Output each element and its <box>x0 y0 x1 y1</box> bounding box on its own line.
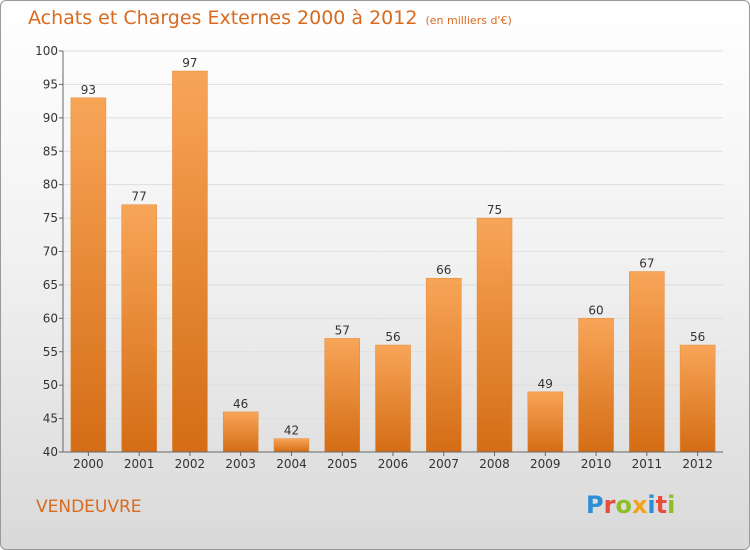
y-tick-label: 60 <box>43 311 58 325</box>
bar <box>222 411 259 453</box>
chart-unit: (en milliers d'€) <box>425 14 512 27</box>
x-tick-label: 2006 <box>378 457 409 471</box>
data-label: 49 <box>538 377 553 391</box>
x-tick-label: 2003 <box>225 457 256 471</box>
y-tick-label: 45 <box>43 412 58 426</box>
bar <box>172 70 208 453</box>
bar <box>629 271 665 453</box>
x-tick-label: 2002 <box>175 457 206 471</box>
y-tick-label: 55 <box>43 345 58 359</box>
y-tick-label: 75 <box>43 211 58 225</box>
y-tick-label: 50 <box>43 378 58 392</box>
logo-letter: x <box>631 491 648 519</box>
y-tick-label: 80 <box>43 178 58 192</box>
x-tick-label: 2007 <box>428 457 459 471</box>
bar <box>679 344 716 453</box>
x-tick-label: 2000 <box>73 457 104 471</box>
y-tick-label: 85 <box>43 144 58 158</box>
logo-letter: i <box>667 491 676 519</box>
x-tick-label: 2011 <box>632 457 663 471</box>
x-tick-label: 2005 <box>327 457 358 471</box>
bar <box>70 97 107 453</box>
y-tick-label: 70 <box>43 245 58 259</box>
y-tick-label: 65 <box>43 278 58 292</box>
data-label: 97 <box>182 56 197 70</box>
x-tick-label: 2004 <box>276 457 307 471</box>
chart-title: Achats et Charges Externes 2000 à 2012 (e… <box>28 7 512 29</box>
y-tick-label: 40 <box>43 445 58 459</box>
logo-letter: o <box>615 491 632 519</box>
logo-letter: P <box>586 491 604 519</box>
x-tick-label: 2009 <box>530 457 561 471</box>
y-tick-label: 100 <box>35 44 58 58</box>
x-tick-label: 2001 <box>124 457 155 471</box>
x-tick-label: 2012 <box>682 457 713 471</box>
chart-title-text: Achats et Charges Externes 2000 à 2012 <box>28 7 418 29</box>
data-label: 77 <box>132 190 147 204</box>
data-label: 93 <box>81 83 96 97</box>
bar <box>375 344 411 453</box>
x-tick-label: 2008 <box>479 457 510 471</box>
data-label: 67 <box>639 257 654 271</box>
data-label: 57 <box>335 323 350 337</box>
x-tick-label: 2010 <box>581 457 612 471</box>
logo-letter: i <box>647 491 656 519</box>
y-tick-label: 95 <box>43 77 58 91</box>
bar <box>578 318 614 453</box>
data-label: 66 <box>436 263 451 277</box>
data-label: 56 <box>385 330 400 344</box>
bar <box>527 391 564 453</box>
bar <box>476 217 513 453</box>
commune-name: VENDEUVRE <box>36 497 142 517</box>
y-tick-label: 90 <box>43 111 58 125</box>
data-label: 56 <box>690 330 705 344</box>
data-label: 46 <box>233 397 248 411</box>
bar <box>426 277 462 453</box>
data-label: 75 <box>487 203 502 217</box>
bars: 93 77 97 46 42 57 56 66 75 49 60 67 56 <box>70 56 716 453</box>
data-label: 60 <box>588 303 603 317</box>
bar <box>273 438 310 453</box>
bar <box>324 338 360 453</box>
axes: 40 45 50 55 60 65 70 75 80 85 90 95 100 2000 2001 2002 2… <box>35 44 723 471</box>
logo-letter: t <box>655 491 668 519</box>
data-label: 42 <box>284 424 299 438</box>
proxiti-logo: Proxiti <box>586 491 675 519</box>
logo-letter: r <box>603 491 616 519</box>
bar <box>121 204 157 453</box>
